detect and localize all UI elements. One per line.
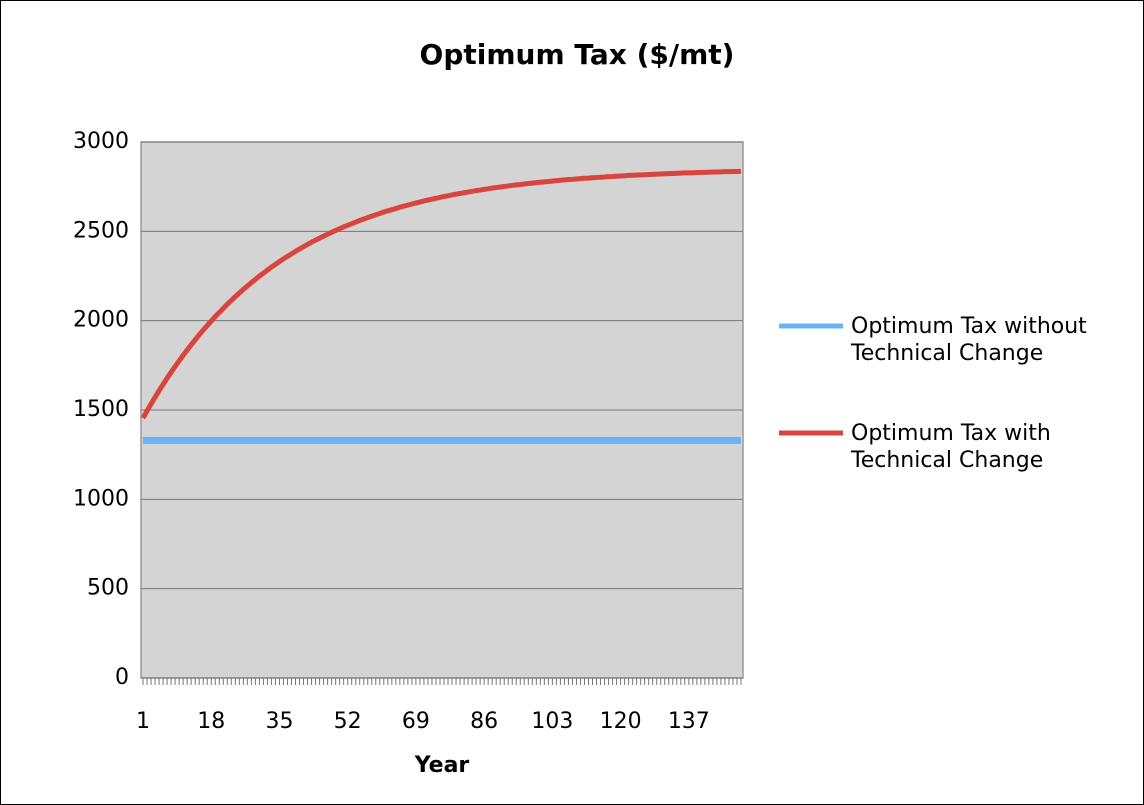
x-tick-label: 52 xyxy=(334,709,362,734)
x-tick-label: 69 xyxy=(402,709,430,734)
legend-label: Optimum Tax without Technical Change xyxy=(851,314,1087,366)
y-tick-label: 2500 xyxy=(73,218,129,243)
y-tick-label: 1500 xyxy=(73,397,129,422)
y-tick-label: 2000 xyxy=(73,308,129,333)
x-tick-label: 86 xyxy=(470,709,498,734)
x-tick-label: 35 xyxy=(265,709,293,734)
chart-title: Optimum Tax ($/mt) xyxy=(420,38,735,71)
legend-label: Optimum Tax with Technical Change xyxy=(851,421,1051,473)
x-tick-label: 103 xyxy=(531,709,573,734)
y-tick-label: 3000 xyxy=(73,129,129,154)
x-tick-label: 1 xyxy=(136,709,150,734)
x-axis-label: Year xyxy=(414,753,470,778)
y-tick-label: 0 xyxy=(115,665,129,690)
x-tick-label: 137 xyxy=(668,709,710,734)
y-tick-label: 1000 xyxy=(73,486,129,511)
x-tick-label: 18 xyxy=(197,709,225,734)
x-tick-label: 120 xyxy=(600,709,642,734)
y-tick-label: 500 xyxy=(87,576,129,601)
series-line xyxy=(140,168,742,420)
